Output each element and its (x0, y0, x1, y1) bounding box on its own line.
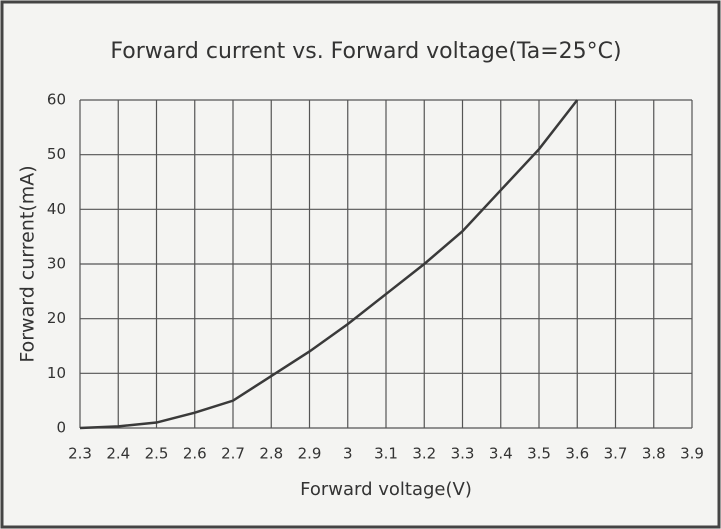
y-tick-label: 50 (47, 145, 66, 163)
y-tick-label: 0 (56, 419, 66, 437)
y-tick-label: 10 (47, 364, 66, 382)
y-axis-label: Forward current(mA) (17, 165, 39, 362)
x-tick-label: 3.9 (680, 445, 704, 463)
x-tick-label: 3.8 (642, 445, 666, 463)
x-tick-label: 2.3 (68, 445, 92, 463)
y-tick-label: 30 (47, 255, 66, 273)
data-line (79, 99, 579, 430)
x-tick-label: 2.9 (298, 445, 322, 463)
x-tick-label: 3 (343, 445, 353, 463)
x-tick-label: 3.1 (374, 445, 398, 463)
x-tick-label: 3.5 (527, 445, 551, 463)
x-tick-label: 3.6 (565, 445, 589, 463)
chart-title: Forward current vs. Forward voltage(Ta=2… (110, 39, 621, 64)
x-tick-label: 3.4 (489, 445, 513, 463)
x-tick-label: 2.4 (106, 445, 130, 463)
x-tick-label: 2.6 (183, 445, 207, 463)
x-tick-label: 2.5 (145, 445, 169, 463)
x-axis-label: Forward voltage(V) (300, 479, 472, 500)
y-tick-label: 40 (47, 200, 66, 218)
y-tick-label: 20 (47, 309, 66, 327)
y-tick-label: 60 (47, 91, 66, 109)
x-tick-label: 3.2 (412, 445, 436, 463)
x-tick-label: 3.7 (604, 445, 628, 463)
x-tick-label: 2.8 (259, 445, 283, 463)
x-tick-label: 3.3 (451, 445, 475, 463)
x-tick-label: 2.7 (221, 445, 245, 463)
